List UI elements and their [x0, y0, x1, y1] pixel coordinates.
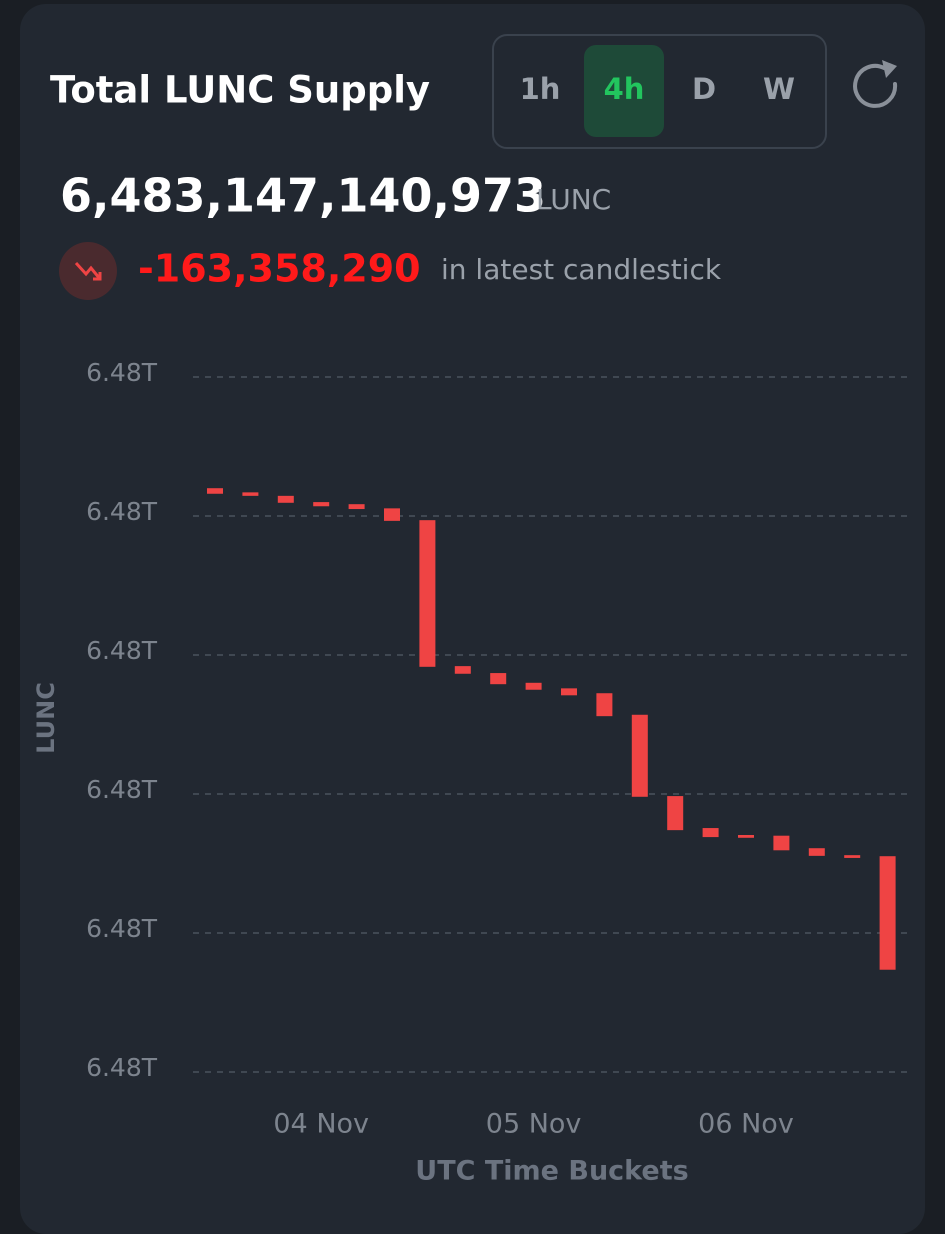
- refresh-icon: [853, 63, 898, 108]
- y-tick-label: 6.48T: [86, 497, 158, 526]
- page: Total LUNC Supply 6,483,147,140,973 LUNC…: [20, 4, 925, 1234]
- candle-body: [525, 682, 542, 690]
- candle-body: [419, 520, 436, 667]
- title: Total LUNC Supply: [50, 69, 430, 112]
- y-tick-label: 6.48T: [86, 914, 158, 943]
- card: [20, 4, 925, 1234]
- candle-body: [844, 855, 861, 858]
- down-arrow-icon: [74, 261, 102, 281]
- supply-value: 6,483,147,140,973: [60, 169, 546, 223]
- y-tick-label: 6.48T: [86, 775, 158, 804]
- change-caption: in latest candlestick: [441, 253, 722, 286]
- candle-body: [348, 504, 365, 510]
- candle-body: [242, 492, 259, 496]
- timeframe-button[interactable]: 1h: [520, 72, 561, 106]
- supply-unit: LUNC: [536, 183, 611, 216]
- x-tick-label: 06 Nov: [698, 1109, 794, 1140]
- y-tick-label: 6.48T: [86, 1053, 158, 1082]
- candle-body: [879, 856, 896, 970]
- candle-body: [631, 714, 648, 797]
- candle-body: [808, 848, 825, 856]
- active-timeframe-bg: [584, 45, 664, 137]
- timeframe-group: [492, 34, 827, 149]
- y-tick-label: 6.48T: [86, 358, 158, 387]
- candle-body: [313, 502, 330, 507]
- timeframe-button[interactable]: W: [763, 72, 795, 106]
- y-tick-label: 6.48T: [86, 636, 158, 665]
- candle-body: [561, 688, 577, 696]
- candle-body: [277, 495, 294, 503]
- candle-body: [738, 835, 754, 838]
- x-tick-label: 04 Nov: [273, 1109, 369, 1140]
- y-axis-title: LUNC: [32, 682, 60, 754]
- widget: Total LUNC Supply 6,483,147,140,973 LUNC…: [32, 34, 910, 1187]
- candle-body: [667, 796, 684, 831]
- x-axis-title: UTC Time Buckets: [415, 1156, 688, 1187]
- candle-body: [454, 666, 471, 674]
- candle-body: [596, 693, 613, 717]
- candle-body: [207, 488, 223, 494]
- candle-body: [490, 673, 507, 685]
- refresh-button[interactable]: [853, 60, 898, 108]
- candle-body: [384, 508, 400, 521]
- x-tick-label: 05 Nov: [486, 1109, 582, 1140]
- change-value: -163,358,290: [138, 247, 421, 291]
- candle-body: [773, 835, 790, 851]
- timeframe-button[interactable]: D: [692, 72, 716, 106]
- candle-body: [702, 828, 719, 838]
- timeframe-button[interactable]: 4h: [604, 72, 645, 106]
- refresh-arrow: [882, 60, 897, 78]
